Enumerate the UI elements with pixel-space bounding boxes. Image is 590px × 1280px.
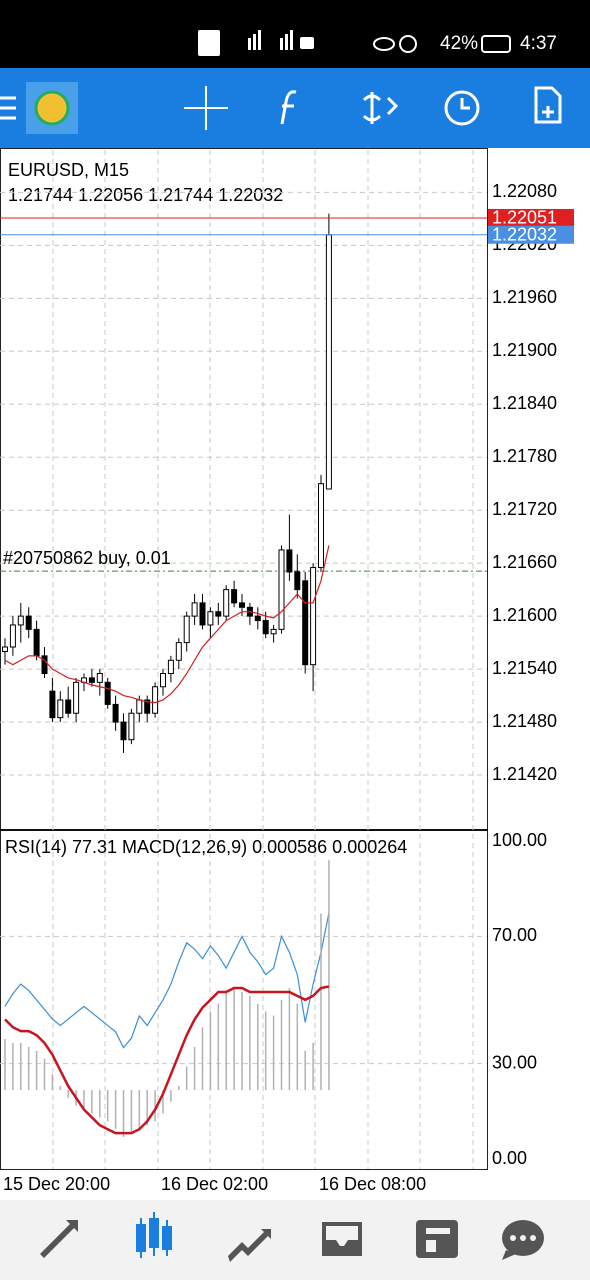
candle-body [223,589,230,617]
candle-body [57,699,64,719]
candle-body [278,549,285,630]
y-tick-label: 70.00 [492,925,537,945]
x-tick-label: 16 Dec 02:00 [161,1174,268,1194]
bid-label: 1.22032 [492,225,557,245]
status-bar [0,0,590,68]
y-tick-label: 1.21960 [492,287,557,307]
candle-body [152,686,159,714]
candle-body [88,677,95,683]
candle-body [318,483,324,569]
y-tick-label: 1.21660 [492,552,557,572]
candle-body [120,721,127,741]
candle-body [231,589,238,604]
candle-body [73,681,80,714]
y-tick-label: 1.21540 [492,658,557,678]
y-tick-label: 1.21720 [492,499,557,519]
candle-body [199,602,206,626]
candle-body [167,659,174,675]
candle-body [175,642,182,661]
ohlc-readout: 1.21744 1.22056 1.21744 1.22032 [8,185,283,205]
time-grid [52,150,474,1169]
candle-body [254,615,261,622]
candle-body [2,646,8,652]
candle-body [294,571,301,591]
candle-body [136,699,143,714]
x-tick-label: 16 Dec 08:00 [319,1174,426,1194]
indicator-line [4,985,330,1135]
candle-body [96,673,103,683]
y-tick-label: 1.21480 [492,711,557,731]
clock: 4:37 [520,33,557,54]
y-tick-label: 1.21600 [492,605,557,625]
candle-body [302,580,309,666]
indicator-line [4,913,330,1049]
y-tick-label: 100.00 [492,830,547,850]
x-tick-label: 15 Dec 20:00 [3,1174,110,1194]
chart-frame [0,148,488,1170]
nav-icons[interactable] [40,1212,544,1262]
candle-body [270,628,277,635]
chart-title: EURUSD, M15 [8,160,129,180]
candle-body [9,624,16,648]
candle-body [104,681,111,705]
indicator-title: RSI(14) 77.31 MACD(12,26,9) 0.000586 0.0… [5,837,407,857]
y-tick-label: 0.00 [492,1148,527,1168]
candle-body [262,620,269,635]
y-tick-label: 30.00 [492,1052,537,1072]
status-icons [198,30,511,56]
candle-body [17,615,24,626]
ask-badge [488,208,574,227]
y-tick-label: 1.21840 [492,393,557,413]
candle-body [144,699,151,714]
candle-body [286,549,293,573]
order-label: #20750862 buy, 0.01 [3,548,171,568]
candle-body [25,615,32,630]
candle-body [183,615,190,644]
y-tick-label: 1.22080 [492,181,557,201]
y-tick-label: 1.21780 [492,446,557,466]
candle-body [215,611,222,617]
candle-body [112,703,119,723]
y-tick-label: 1.21420 [492,764,557,784]
candle-body [65,699,72,714]
y-tick-label: 1.21900 [492,340,557,360]
candle-body [207,611,214,626]
battery: 42% [440,33,478,54]
toolbar [0,68,590,148]
ask-label: 1.22051 [492,208,557,228]
candle-body [33,628,40,657]
candle-body [310,567,317,666]
candle-body [239,602,245,608]
toolbar-icons[interactable] [0,82,562,134]
candle-body [325,234,332,490]
candle-body [128,712,135,741]
candle-body [160,673,166,688]
moving-average [4,545,330,704]
candle-body [49,690,56,719]
bottom-nav [0,1200,590,1280]
candle-body [191,602,198,617]
candle-body [41,655,48,675]
bid-badge [488,225,574,244]
